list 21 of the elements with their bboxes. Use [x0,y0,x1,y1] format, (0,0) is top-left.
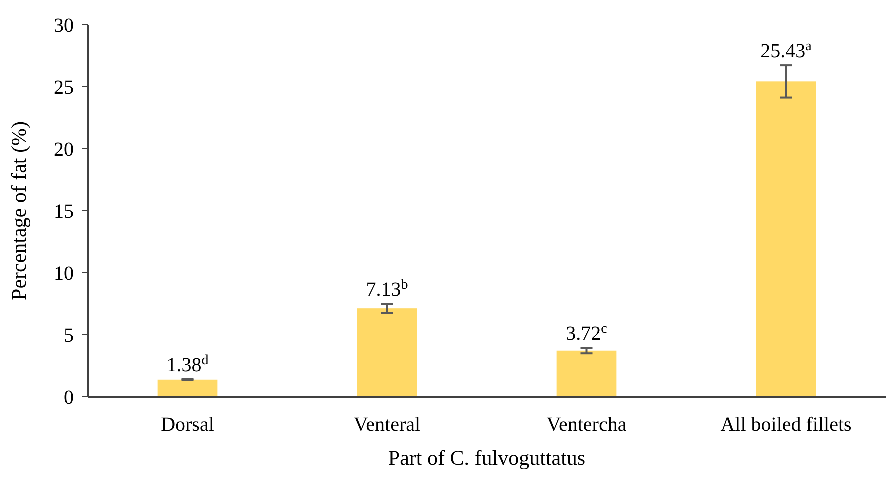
x-tick-label: Venteral [354,414,422,436]
x-axis-title: Part of C. fulvoguttatus [388,446,586,470]
bar [556,350,617,397]
data-label: 1.38$^{d}$ [166,352,209,376]
y-tick-label: 10 [54,263,74,285]
y-tick-label: 15 [54,201,74,223]
y-axis-title: Percentage of fat (%) [7,122,31,300]
bar [357,308,418,397]
x-tick-label: All boiled fillets [720,414,852,436]
data-label: 25.43$^{a}$ [760,39,813,63]
y-tick-label: 0 [64,387,74,409]
y-tick-label: 5 [64,325,74,347]
data-label: 7.13$^{b}$ [366,278,408,301]
x-tick-label: Dorsal [161,414,215,436]
y-tick-label: 20 [54,139,74,161]
bar [158,380,218,397]
y-tick-label: 25 [54,77,74,99]
y-tick-label: 30 [54,15,74,37]
bar [756,82,816,397]
data-label: 3.72$^{c}$ [566,322,608,346]
x-tick-label: Ventercha [546,414,627,436]
